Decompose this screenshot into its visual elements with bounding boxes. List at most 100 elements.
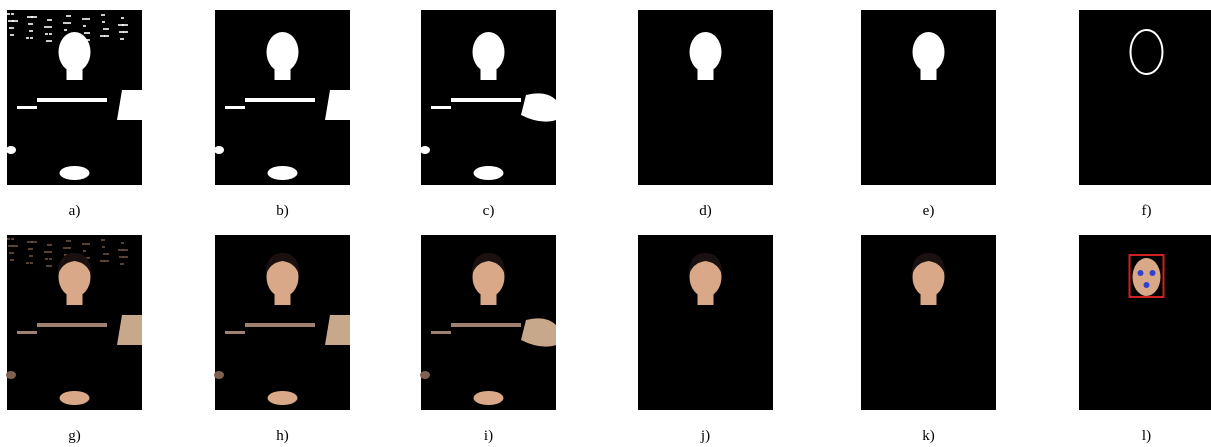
panel: h): [214, 235, 350, 444]
stripe: [17, 106, 37, 109]
noise: [67, 247, 71, 249]
noise: [66, 15, 71, 17]
noise: [63, 247, 67, 249]
noise: [44, 251, 48, 253]
panel: c): [420, 10, 556, 219]
panel: l): [1079, 235, 1211, 444]
noise: [48, 26, 52, 28]
face: [1133, 258, 1161, 296]
noise: [101, 14, 105, 16]
neck: [275, 66, 291, 80]
noise: [47, 244, 52, 246]
left-blob: [214, 146, 224, 154]
noise: [28, 248, 33, 250]
noise: [104, 260, 109, 262]
noise: [10, 259, 14, 261]
noise: [26, 262, 29, 264]
stripe: [451, 98, 521, 102]
panel-label: l): [1142, 428, 1151, 444]
noise: [31, 241, 37, 243]
left-blob: [214, 371, 224, 379]
stripe: [431, 106, 451, 109]
noise: [46, 265, 52, 267]
panel-label: b): [276, 203, 289, 219]
noise: [7, 13, 10, 15]
noise: [49, 33, 52, 35]
neck: [481, 291, 497, 305]
noise: [44, 26, 48, 28]
noise: [45, 33, 48, 35]
stripe: [17, 331, 37, 334]
hands: [60, 166, 90, 180]
noise: [46, 40, 52, 42]
noise: [83, 25, 86, 27]
noise: [123, 256, 128, 258]
noise: [7, 238, 10, 240]
figure: a)b)c)d)e)f)g)h)i)j)k)l): [0, 0, 1211, 447]
panel: g): [6, 235, 142, 444]
stripe: [451, 323, 521, 327]
noise: [63, 22, 67, 24]
stripe: [225, 331, 245, 334]
panel-label: k): [922, 428, 935, 444]
panel-label: c): [483, 203, 495, 219]
panel: i): [420, 235, 556, 444]
panel: a): [6, 10, 142, 219]
noise: [31, 16, 37, 18]
noise: [121, 242, 124, 244]
left-blob: [6, 371, 16, 379]
noise: [12, 245, 18, 247]
neck: [481, 66, 497, 80]
stripe: [245, 98, 315, 102]
neck: [921, 291, 937, 305]
noise: [101, 239, 105, 241]
left-blob: [6, 146, 16, 154]
stripe: [225, 106, 245, 109]
panel-label: g): [68, 428, 81, 444]
noise: [29, 30, 33, 32]
noise: [30, 37, 33, 39]
noise: [66, 240, 71, 242]
noise: [47, 19, 52, 21]
noise: [120, 38, 124, 40]
stripe: [245, 323, 315, 327]
stripe: [37, 98, 107, 102]
hands: [268, 166, 298, 180]
panel-label: i): [484, 428, 493, 444]
feature-point: [1150, 270, 1156, 276]
noise: [121, 17, 124, 19]
left-blob: [420, 146, 430, 154]
neck: [67, 291, 83, 305]
panel-label: h): [276, 428, 289, 444]
noise: [86, 18, 90, 20]
noise: [122, 249, 128, 251]
noise: [26, 37, 29, 39]
neck: [921, 66, 937, 80]
panel-label: e): [923, 203, 935, 219]
noise: [83, 250, 86, 252]
feature-point: [1138, 270, 1144, 276]
noise: [123, 31, 128, 33]
noise: [84, 32, 90, 34]
neck: [275, 291, 291, 305]
panel: j): [638, 235, 773, 444]
hands: [474, 391, 504, 405]
panel: k): [861, 235, 996, 444]
noise: [30, 262, 33, 264]
panel-label: j): [700, 428, 710, 444]
noise: [120, 263, 124, 265]
panel-label: a): [69, 203, 81, 219]
noise: [64, 29, 67, 31]
noise: [12, 20, 18, 22]
noise: [11, 13, 14, 15]
neck: [67, 66, 83, 80]
stripe: [37, 323, 107, 327]
panel-label: f): [1142, 203, 1152, 219]
panel: b): [214, 10, 350, 219]
panel: f): [1079, 10, 1211, 219]
hands: [268, 391, 298, 405]
noise: [9, 27, 14, 29]
noise: [103, 253, 109, 255]
stripe: [431, 331, 451, 334]
noise: [9, 252, 14, 254]
